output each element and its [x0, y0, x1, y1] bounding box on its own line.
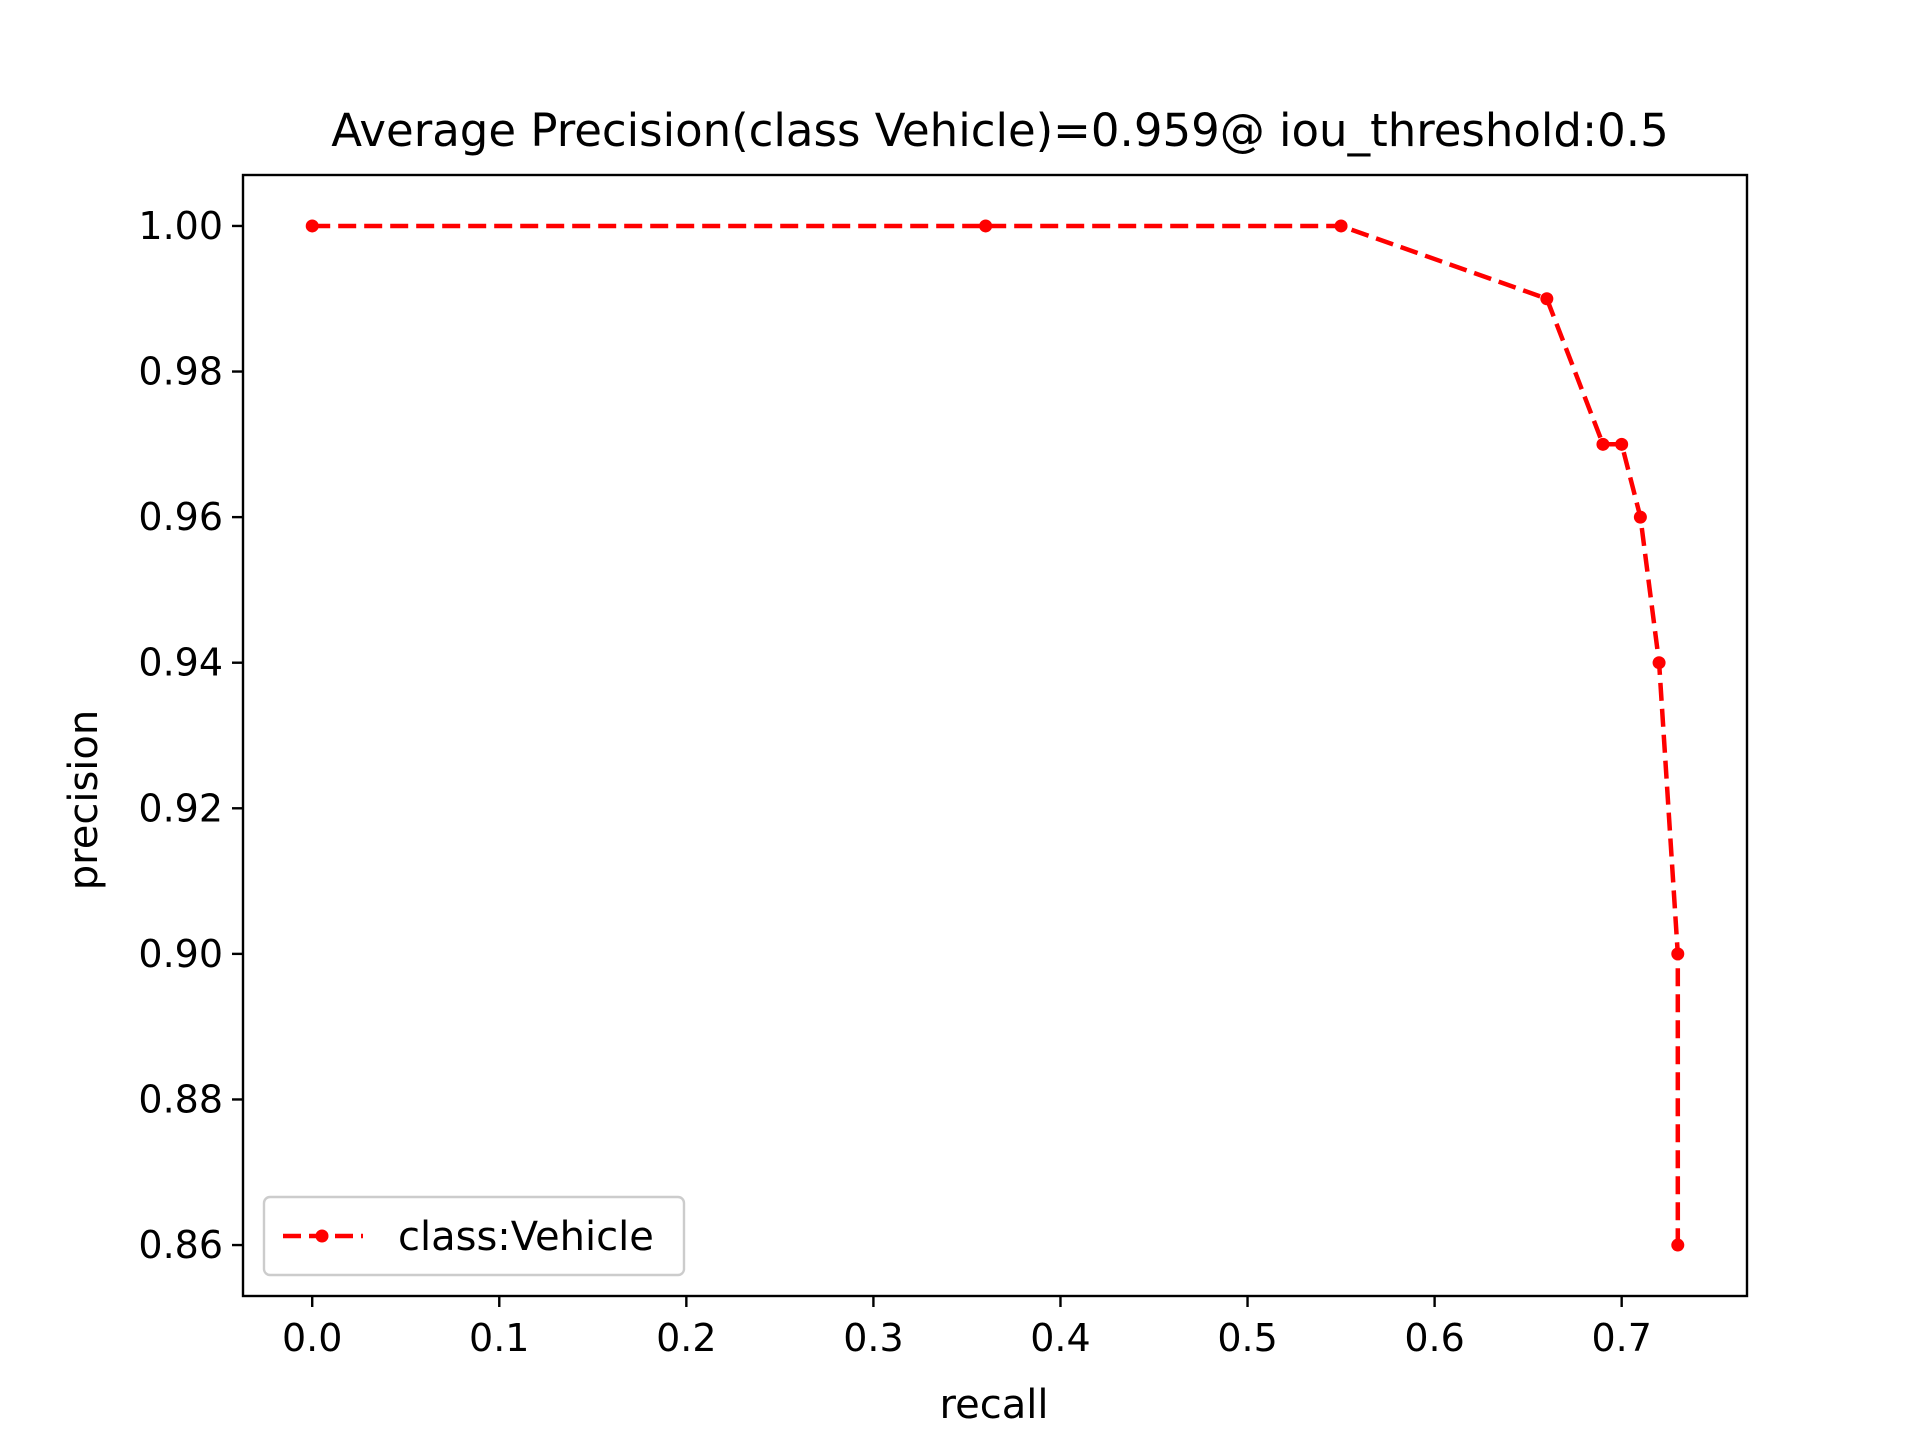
- y-tick-label: 0.94: [138, 641, 223, 685]
- y-tick-label: 0.90: [138, 932, 223, 976]
- data-point: [1596, 437, 1610, 451]
- data-point: [1633, 510, 1647, 524]
- data-point: [1615, 437, 1629, 451]
- x-tick-label: 0.6: [1404, 1316, 1464, 1360]
- y-tick-label: 1.00: [138, 204, 223, 248]
- data-point: [1540, 292, 1554, 306]
- series-line: [312, 223, 1681, 1245]
- data-point: [1334, 219, 1348, 233]
- legend-marker-sample: [315, 1229, 329, 1243]
- y-tick-label: 0.98: [138, 350, 223, 394]
- y-axis-ticks: 0.86 0.88 0.90 0.92 0.94 0.96 0.98 1.00: [138, 204, 243, 1267]
- legend: class:Vehicle: [262, 1195, 686, 1277]
- x-axis-label: recall: [940, 1382, 1049, 1428]
- x-tick-label: 0.7: [1591, 1316, 1651, 1360]
- x-axis-ticks: 0.0 0.1 0.2 0.3 0.4 0.5 0.6 0.7: [282, 1296, 1652, 1360]
- legend-label: class:Vehicle: [398, 1214, 654, 1260]
- y-axis-label: precision: [61, 710, 107, 890]
- data-point: [1652, 656, 1666, 670]
- data-point: [1671, 947, 1685, 961]
- x-tick-label: 0.5: [1217, 1316, 1277, 1360]
- legend-box: [262, 1195, 686, 1277]
- x-tick-label: 0.0: [282, 1316, 342, 1360]
- y-tick-label: 0.88: [138, 1077, 223, 1121]
- chart-title: Average Precision(class Vehicle)=0.959@ …: [331, 104, 1668, 157]
- series-layer: [305, 219, 1685, 1252]
- x-tick-label: 0.1: [469, 1316, 529, 1360]
- data-point: [305, 219, 319, 233]
- data-point: [1671, 1238, 1685, 1252]
- x-tick-label: 0.4: [1030, 1316, 1090, 1360]
- x-tick-label: 0.3: [843, 1316, 903, 1360]
- plot-frame: [241, 173, 1749, 1298]
- y-tick-label: 0.96: [138, 495, 223, 539]
- x-tick-label: 0.2: [656, 1316, 716, 1360]
- data-point: [979, 219, 993, 233]
- y-tick-label: 0.92: [138, 786, 223, 830]
- y-tick-label: 0.86: [138, 1223, 223, 1267]
